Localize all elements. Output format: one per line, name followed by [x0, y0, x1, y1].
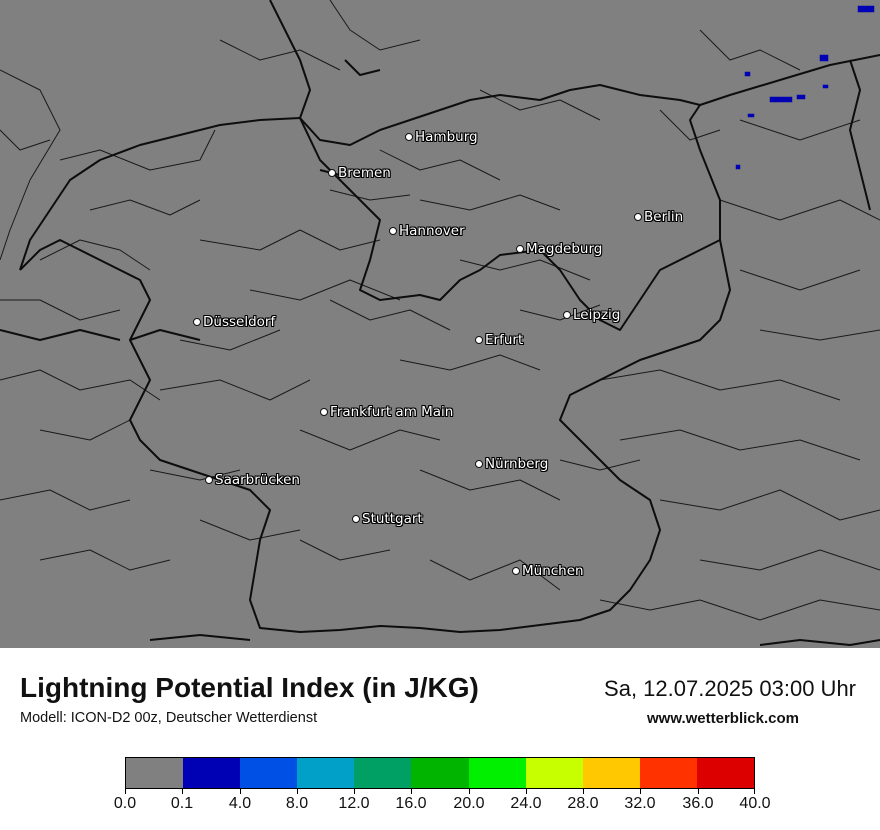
city-dot-icon	[193, 318, 201, 326]
city-label: Leipzig	[573, 307, 621, 323]
legend-swatch	[126, 758, 184, 788]
city-label: Erfurt	[485, 332, 524, 348]
legend-swatch	[354, 758, 412, 788]
legend-tick-label: 0.0	[113, 795, 137, 812]
legend-swatch	[240, 758, 298, 788]
legend-tick-label: 24.0	[510, 795, 542, 812]
city-dot-icon	[475, 336, 483, 344]
legend-labels: 0.0 0.1 4.0 8.0 12.0 16.0 20.0 24.0 28.0 32.0 36.0…	[114, 795, 771, 815]
legend-tick-label: 0.1	[170, 795, 194, 812]
legend-tick-label: 4.0	[228, 795, 252, 812]
legend-tick	[526, 789, 527, 794]
legend-tick	[698, 789, 699, 794]
legend-tick-label: 12.0	[338, 795, 370, 812]
city-dot-icon	[328, 169, 336, 177]
city-label: Nürnberg	[485, 456, 549, 472]
city-marker-muenchen: München	[512, 562, 584, 580]
city-label: München	[522, 563, 584, 579]
city-dot-icon	[516, 245, 524, 253]
city-marker-berlin: Berlin	[634, 208, 683, 226]
city-dot-icon	[475, 460, 483, 468]
city-label: Berlin	[644, 209, 684, 225]
legend-tick	[754, 789, 755, 794]
color-legend	[125, 757, 755, 789]
city-marker-magdeburg: Magdeburg	[516, 240, 602, 258]
city-label: Düsseldorf	[203, 314, 276, 330]
city-marker-saarbruecken: Saarbrücken	[205, 471, 300, 489]
city-marker-erfurt: Erfurt	[475, 331, 523, 349]
legend-tick-label: 8.0	[285, 795, 309, 812]
city-dot-icon	[563, 311, 571, 319]
city-marker-nuernberg: Nürnberg	[475, 455, 548, 473]
city-label: Hannover	[399, 223, 465, 239]
map-footer: Lightning Potential Index (in J/KG) Mode…	[0, 648, 880, 830]
city-marker-frankfurt: Frankfurt am Main	[320, 403, 453, 421]
legend-swatch	[468, 758, 526, 788]
city-marker-hannover: Hannover	[389, 222, 465, 240]
city-dot-icon	[512, 567, 520, 575]
city-label: Hamburg	[415, 129, 478, 145]
legend-swatch	[582, 758, 640, 788]
city-marker-hamburg: Hamburg	[405, 128, 478, 146]
legend-tick-label: 16.0	[395, 795, 427, 812]
city-dot-icon	[389, 227, 397, 235]
city-dot-icon	[205, 476, 213, 484]
legend-tick	[411, 789, 412, 794]
legend-swatch	[639, 758, 697, 788]
legend-tick-label: 28.0	[567, 795, 599, 812]
legend-swatch	[183, 758, 241, 788]
city-label: Bremen	[338, 165, 391, 181]
city-label: Stuttgart	[362, 511, 423, 527]
legend-swatch	[411, 758, 469, 788]
legend-tick	[240, 789, 241, 794]
legend-swatch	[297, 758, 355, 788]
city-dot-icon	[320, 408, 328, 416]
map-title: Lightning Potential Index (in J/KG)	[20, 672, 479, 703]
lpi-map: Hamburg Bremen Berlin Hannover Magdeburg…	[0, 0, 880, 648]
city-label: Saarbrücken	[215, 472, 300, 488]
city-dot-icon	[352, 515, 360, 523]
legend-tick-label: 20.0	[453, 795, 485, 812]
legend-tick	[583, 789, 584, 794]
city-label: Frankfurt am Main	[330, 404, 454, 420]
legend-tick	[125, 789, 126, 794]
model-subtitle: Modell: ICON-D2 00z, Deutscher Wetterdie…	[20, 710, 318, 726]
map-boundaries	[0, 0, 880, 646]
city-dot-icon	[634, 213, 642, 221]
legend-tick-label: 40.0	[739, 795, 771, 812]
legend-ticks	[125, 789, 755, 795]
city-marker-stuttgart: Stuttgart	[352, 510, 423, 528]
legend-tick-label: 36.0	[682, 795, 714, 812]
legend-tick	[182, 789, 183, 794]
legend-tick-label: 32.0	[624, 795, 656, 812]
city-dot-icon	[405, 133, 413, 141]
legend-tick	[640, 789, 641, 794]
legend-tick	[469, 789, 470, 794]
city-marker-bremen: Bremen	[328, 164, 391, 182]
legend-swatch	[696, 758, 755, 788]
city-label: Magdeburg	[526, 241, 603, 257]
legend-tick	[297, 789, 298, 794]
legend-swatch	[525, 758, 583, 788]
city-marker-leipzig: Leipzig	[563, 306, 620, 324]
legend-tick	[354, 789, 355, 794]
forecast-datetime: Sa, 12.07.2025 03:00 Uhr	[604, 676, 856, 701]
website-link[interactable]: www.wetterblick.com	[647, 710, 799, 727]
city-marker-duesseldorf: Düsseldorf	[193, 313, 275, 331]
